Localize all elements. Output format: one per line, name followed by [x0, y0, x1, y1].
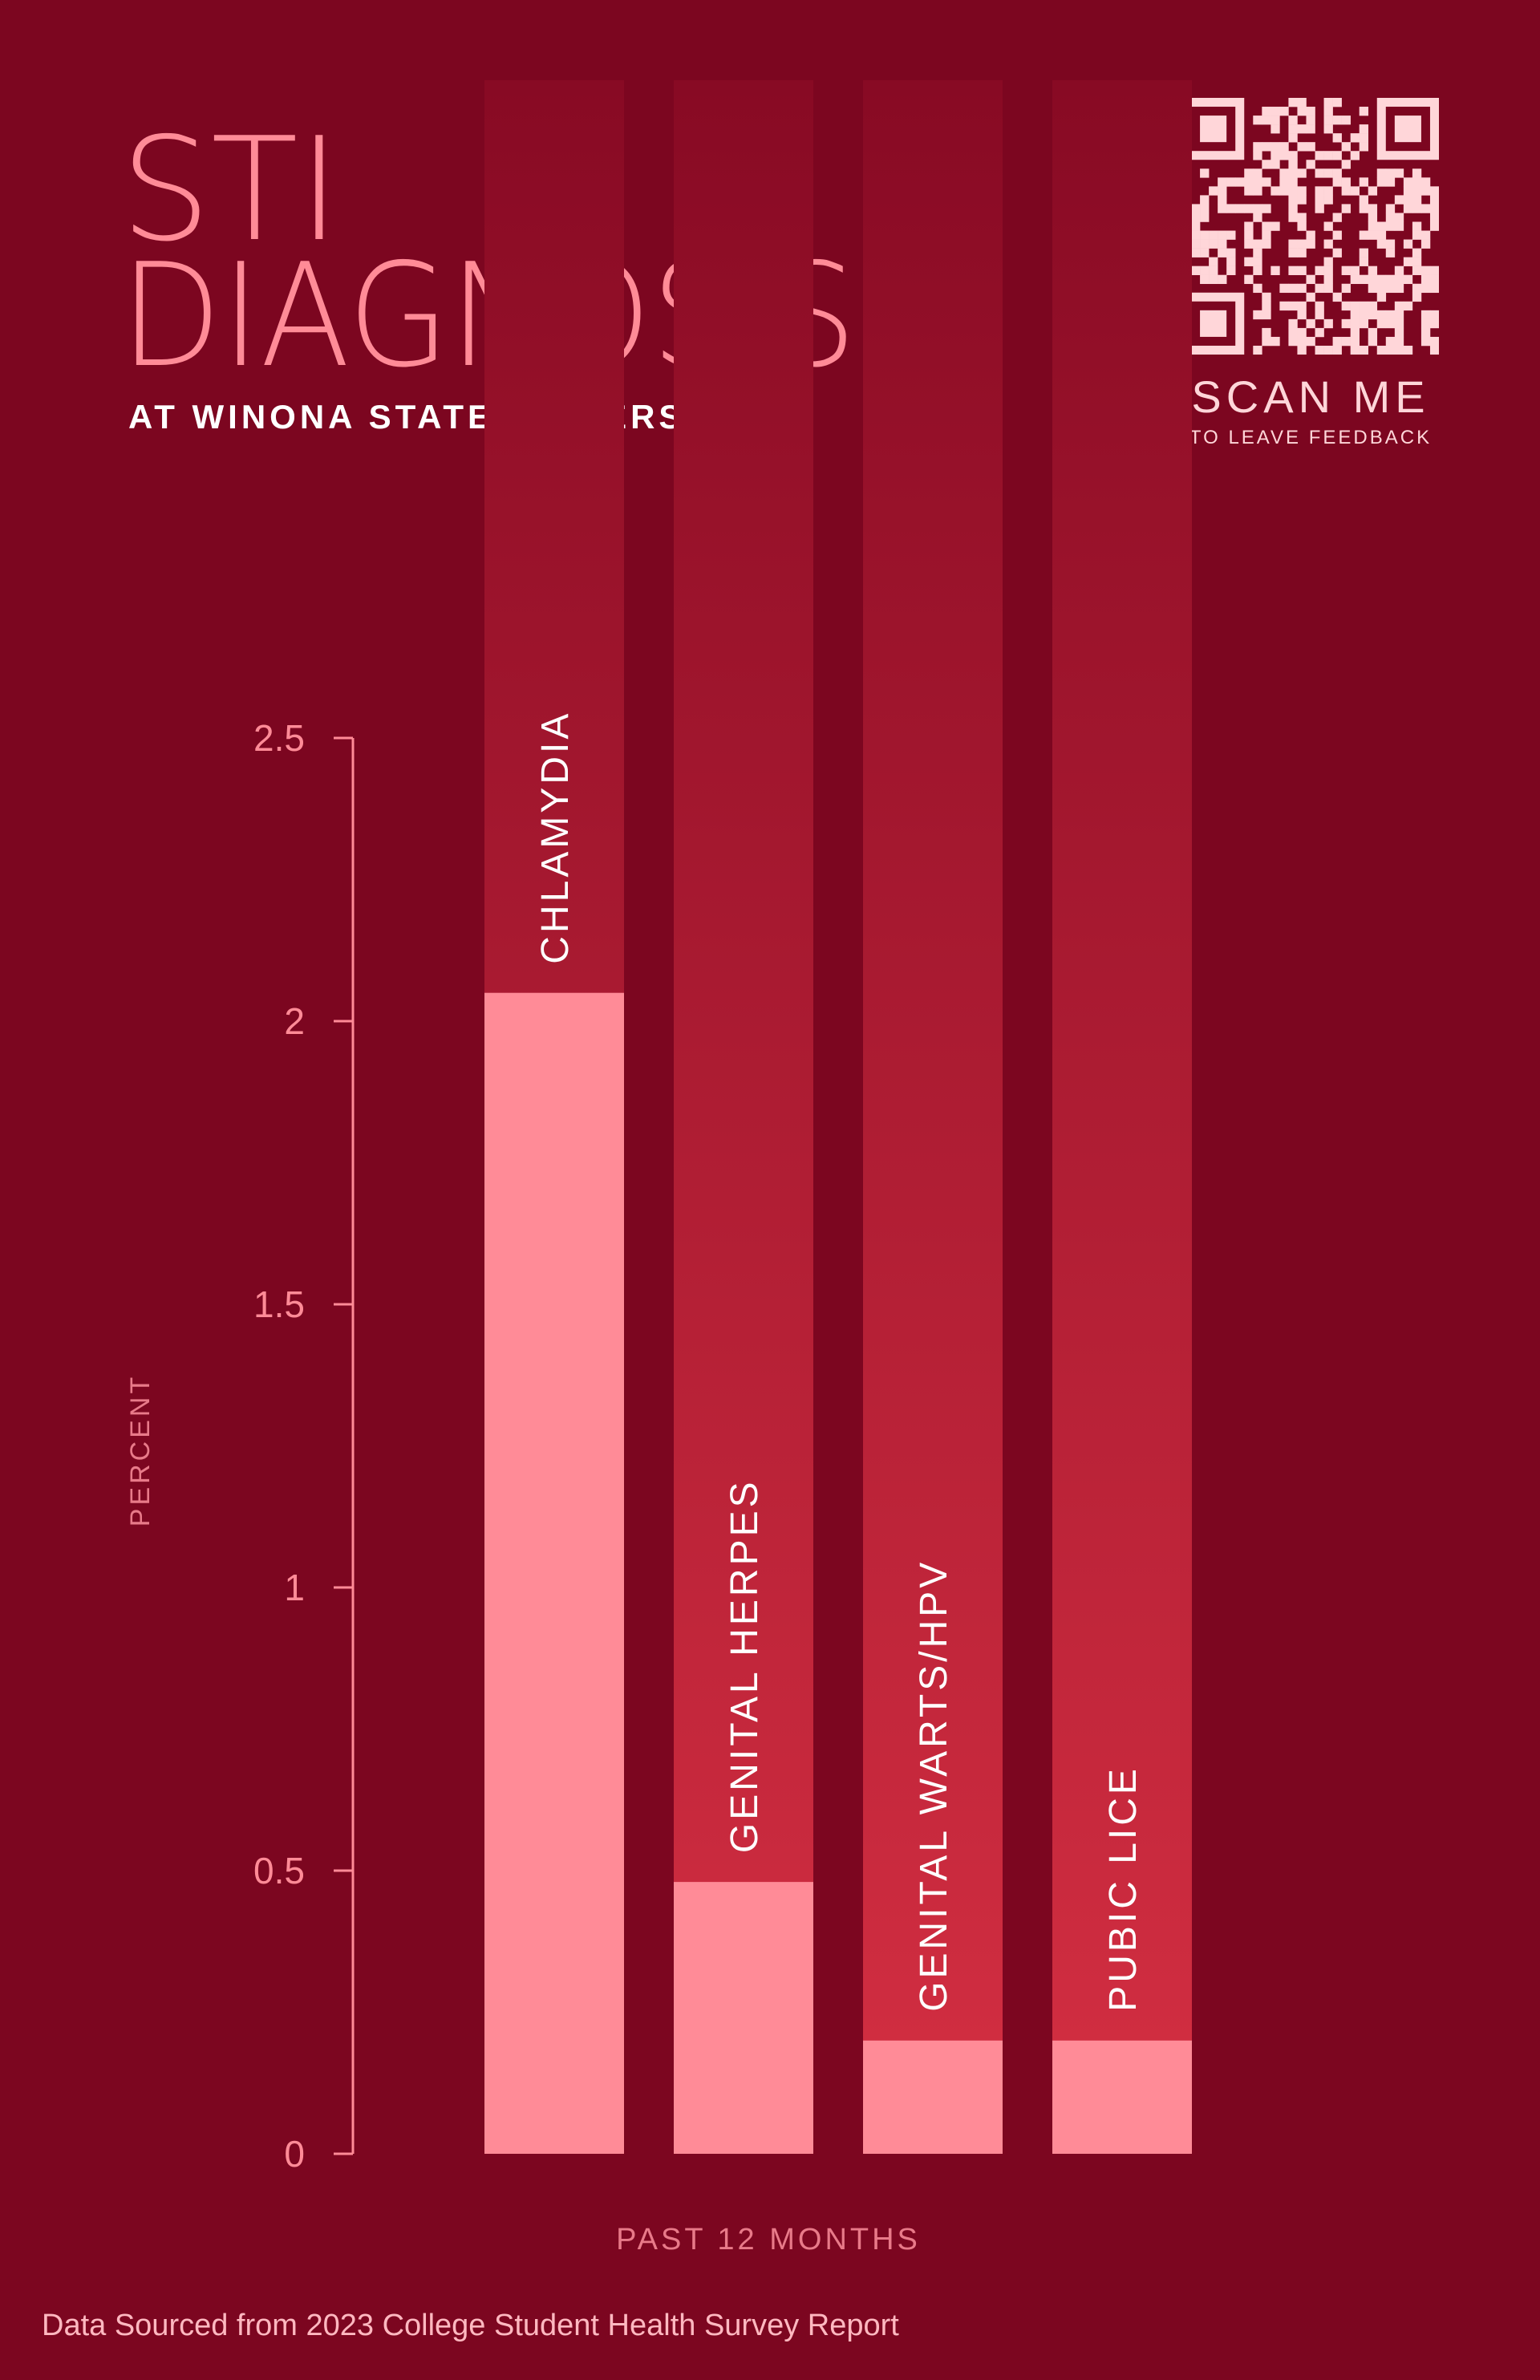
scan-me-label: SCAN ME [1191, 371, 1430, 422]
y-axis: 0 0.5 1 1.5 2 2.5 [253, 717, 355, 2175]
bar-label-group: CHLAMYDIA GENITAL HERPES GENITAL WARTS/HPV… [534, 711, 1145, 2012]
bar-2 [674, 1882, 813, 2154]
bar-3 [863, 2040, 1003, 2154]
y-tick-label-4: 2 [284, 1000, 305, 1042]
page-subtitle: AT WINONA STATE UNIVERSITY [128, 398, 750, 436]
bar-backdrop-group [484, 80, 1192, 2154]
y-tick-label-1: 0.5 [253, 1850, 305, 1891]
bar-4 [1052, 2040, 1192, 2154]
scan-me-sublabel: TO LEAVE FEEDBACK [1189, 427, 1433, 448]
y-tick-label-0: 0 [284, 2133, 305, 2175]
data-source-note: Data Sourced from 2023 College Student H… [42, 2309, 899, 2342]
y-tick-label-2: 1 [284, 1567, 305, 1608]
bar-label-4: PUBIC LICE [1102, 1766, 1145, 2012]
x-axis-title: PAST 12 MONTHS [616, 2223, 921, 2256]
bar-backdrop-3 [863, 80, 1003, 2154]
qr-code-icon[interactable] [1182, 98, 1439, 355]
bar-label-3: GENITAL WARTS/HPV [913, 1559, 955, 2012]
bar-backdrop-2 [674, 80, 813, 2154]
y-tick-label-3: 1.5 [253, 1283, 305, 1325]
bar-label-2: GENITAL HERPES [723, 1478, 766, 1853]
bar-1 [484, 992, 624, 2154]
bar-group [484, 992, 1192, 2154]
bar-label-1: CHLAMYDIA [534, 711, 577, 964]
y-tick-label-5: 2.5 [253, 717, 305, 759]
page-title-line-1: STI [120, 107, 341, 273]
y-axis-title: PERCENT [125, 1374, 156, 1527]
bar-backdrop-4 [1052, 80, 1192, 2154]
